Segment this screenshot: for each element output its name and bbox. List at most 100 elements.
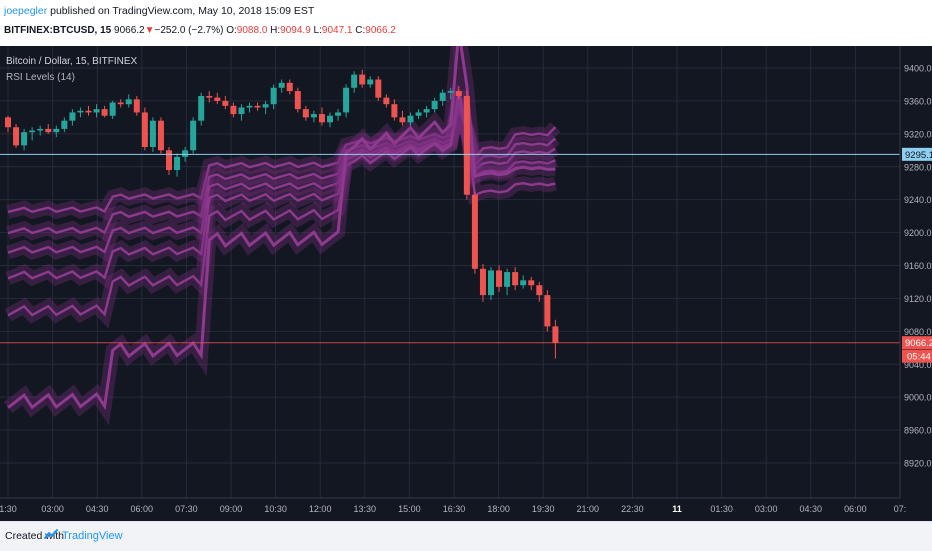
candle-body	[125, 99, 132, 105]
price-chart[interactable]: 9400.0 9360.0 9320.0 9280.0 9240.0 9200.0 9160…	[0, 46, 932, 521]
candle-body	[544, 295, 551, 327]
change-value: −252.0 (−2.7%)	[154, 25, 224, 36]
time-tick-label: 11	[672, 504, 682, 514]
time-tick-label: 16:30	[443, 504, 466, 514]
candle-body	[61, 120, 68, 129]
candle-body	[85, 110, 92, 113]
candle-body	[117, 102, 124, 105]
candle-body	[343, 87, 350, 113]
time-tick-label: 04:30	[86, 504, 109, 514]
tradingview-logo-icon	[44, 529, 58, 539]
price-tick-label: 9120.0	[904, 294, 932, 304]
candle-body	[399, 117, 406, 123]
candle-body	[109, 102, 116, 116]
candle-body	[206, 95, 213, 98]
hline-label: 9295.1	[902, 147, 932, 161]
candle-body	[431, 100, 438, 110]
price-tick-label: 9040.0	[904, 360, 932, 370]
price-tick-label: 9080.0	[904, 327, 932, 337]
candle-body	[302, 109, 309, 118]
candle-body	[166, 150, 172, 171]
high-value: 9094.9	[280, 25, 311, 36]
time-tick-label: 22:30	[621, 504, 644, 514]
price-tick-label: 9000.0	[904, 393, 932, 403]
candle-body	[222, 100, 229, 106]
symbol: BITFINEX:BTCUSD, 15	[4, 25, 112, 36]
tradingview-link[interactable]: TradingView	[62, 530, 123, 542]
low-label: L:	[313, 25, 322, 36]
last-value: 9066.2	[114, 25, 145, 36]
candle-body	[552, 326, 559, 343]
candle-body	[536, 285, 543, 296]
candle-body	[53, 128, 60, 133]
price-tick-label: 9360.0	[904, 96, 932, 106]
price-tick-label: 8920.0	[904, 459, 932, 469]
candle-body	[69, 112, 76, 121]
price-lines	[0, 153, 900, 344]
candle-body	[455, 91, 462, 96]
publish-info: published on TradingView.com, May 10, 20…	[50, 5, 315, 17]
candle-body	[157, 120, 164, 151]
author-link[interactable]: joepegler	[4, 5, 48, 17]
candle-body	[141, 112, 148, 147]
time-tick-label: 09:00	[220, 504, 243, 514]
candle-body	[496, 270, 503, 287]
time-tick-label: 10:30	[264, 504, 287, 514]
price-tick-label: 9200.0	[904, 228, 932, 238]
time-tick-label: 06:00	[131, 504, 154, 514]
legend-indicator[interactable]: RSI Levels (14)	[6, 72, 75, 83]
candle-body	[310, 114, 317, 118]
open-label: O:	[226, 25, 237, 36]
candle-body	[77, 110, 84, 113]
candle-body	[359, 74, 366, 85]
candle-body	[198, 95, 205, 121]
price-tick-label: 9280.0	[904, 162, 932, 172]
candle-body	[254, 105, 261, 108]
candle-body	[351, 74, 358, 88]
candle-body	[327, 115, 333, 123]
candle-body	[262, 104, 269, 108]
price-tick-label: 8960.0	[904, 426, 932, 436]
time-tick-label: 04:30	[800, 504, 823, 514]
candle-body	[133, 99, 140, 113]
time-axis[interactable]	[0, 498, 932, 521]
candle-body	[182, 150, 189, 157]
candle-body	[447, 91, 454, 93]
price-tick-label: 9160.0	[904, 261, 932, 271]
candles	[5, 69, 559, 359]
candle-body	[415, 112, 422, 116]
time-tick-label: 06:00	[844, 504, 867, 514]
close-label: C:	[355, 25, 366, 36]
countdown-value: 05:44	[907, 352, 931, 363]
publish-line: joepegler published on TradingView.com, …	[4, 5, 314, 17]
candle-body	[294, 91, 301, 110]
high-label: H:	[270, 25, 281, 36]
time-tick-label: 13:30	[354, 504, 377, 514]
price-tick-label: 9400.0	[904, 64, 932, 74]
candle-body	[93, 109, 100, 113]
candle-body	[45, 128, 52, 133]
candle-body	[407, 115, 414, 123]
candle-body	[318, 114, 325, 123]
candle-body	[528, 280, 535, 286]
candle-body	[101, 109, 108, 116]
rsi-level-line	[7, 46, 556, 411]
candle-body	[391, 104, 398, 118]
time-tick-label: 12:00	[309, 504, 332, 514]
candle-body	[439, 92, 446, 101]
time-tick-label: 07:	[894, 504, 907, 514]
candle-body	[286, 82, 293, 92]
price-axis[interactable]	[900, 46, 932, 498]
candle-body	[479, 268, 486, 296]
candle-body	[37, 128, 44, 131]
candle-body	[149, 120, 156, 147]
time-tick-label: 07:30	[175, 504, 198, 514]
candle-body	[463, 95, 470, 195]
candle-body	[471, 194, 478, 269]
candle-body	[246, 105, 253, 108]
candle-body	[512, 272, 519, 286]
time-axis-labels: 1:30 03:00 04:30 06:00 07:30 09:00 10:30 12:00 1…	[0, 504, 906, 514]
candle-body	[278, 82, 285, 88]
low-value: 9047.1	[321, 25, 353, 36]
candle-body	[504, 272, 511, 287]
